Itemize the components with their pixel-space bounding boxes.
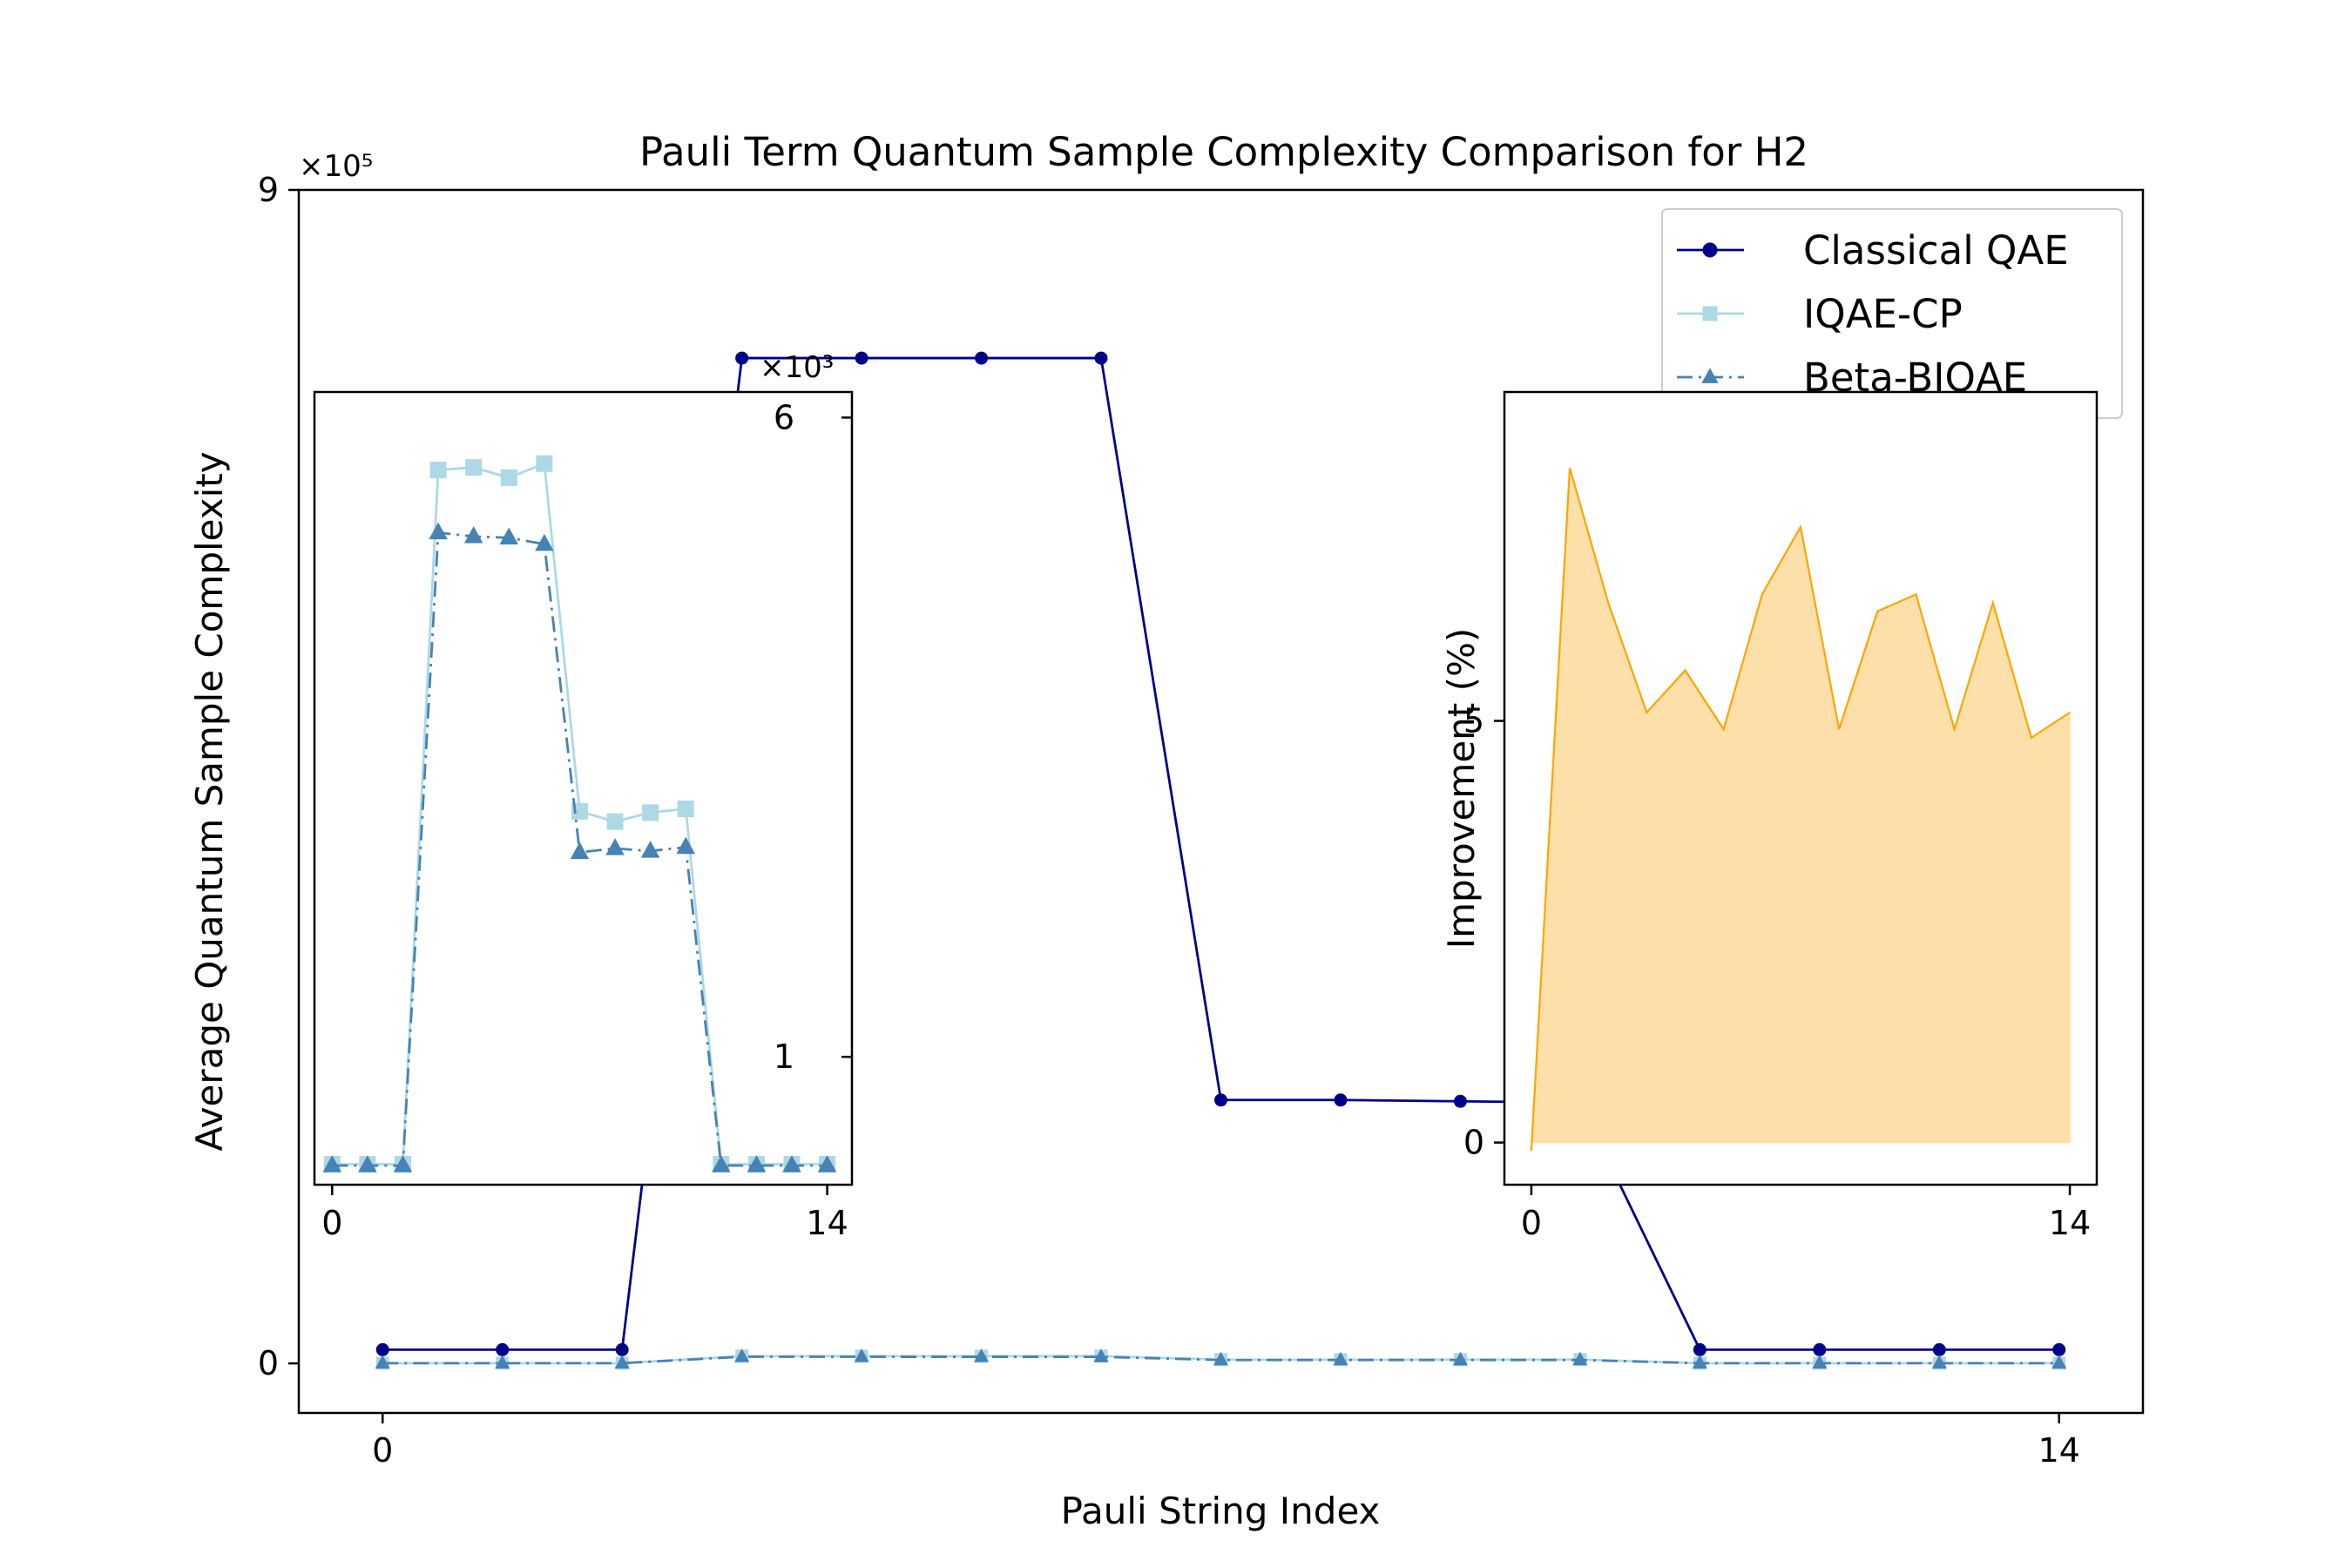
legend-marker xyxy=(1701,368,1719,383)
inset-data-point xyxy=(358,1155,377,1173)
inset-left: ×10³ 0 14 1 6 xyxy=(313,350,854,1242)
inset-data-point xyxy=(782,1155,801,1173)
x-axis-label: Pauli String Index xyxy=(1061,1490,1381,1532)
data-point xyxy=(1213,1351,1229,1366)
data-point xyxy=(975,351,989,365)
inset-data-point xyxy=(606,813,624,830)
inset-data-point xyxy=(463,526,483,544)
inset-left-multiplier: ×10³ xyxy=(760,350,834,385)
data-point xyxy=(375,1342,389,1356)
inset-data-point xyxy=(393,1155,413,1173)
inset-data-point xyxy=(322,1155,342,1173)
data-point xyxy=(1334,1093,1348,1107)
chart-title: Pauli Term Quantum Sample Complexity Com… xyxy=(639,129,1808,175)
data-point xyxy=(2051,1355,2067,1369)
data-point xyxy=(855,351,868,365)
data-point xyxy=(1452,1351,1468,1366)
inset-data-point xyxy=(465,459,483,476)
inset-data-point xyxy=(642,804,659,821)
inset-data-point xyxy=(677,800,694,817)
inset-data-point xyxy=(429,462,447,479)
y-tick-label: 0 xyxy=(258,1344,279,1382)
inset-data-point xyxy=(605,838,625,855)
inset-data-point xyxy=(536,455,553,472)
inset-right-y-axis-label: Improvement (%) xyxy=(1440,628,1483,950)
inset-left-series xyxy=(322,455,837,1173)
inset-data-point xyxy=(640,841,660,858)
data-point xyxy=(1812,1355,1828,1369)
inset-right-series xyxy=(1530,467,2071,1152)
inset-right-y-tick-label: 0 xyxy=(1463,1124,1484,1162)
y-multiplier: ×10⁵ xyxy=(299,149,373,184)
data-point xyxy=(974,1348,990,1362)
data-point xyxy=(1572,1351,1588,1366)
data-point xyxy=(1093,1348,1109,1362)
inset-left-x-tick-label: 14 xyxy=(806,1204,848,1242)
improvement-line xyxy=(1530,467,2071,1152)
inset-left-y-tick-label: 6 xyxy=(774,398,794,436)
data-point xyxy=(495,1355,510,1369)
inset-data-point xyxy=(500,469,517,486)
inset-right-ticks: 0 14 0 5 xyxy=(1463,702,2091,1242)
inset-right-x-tick-label: 0 xyxy=(1521,1204,1542,1242)
inset-right-x-tick-label: 14 xyxy=(2049,1204,2091,1242)
data-point xyxy=(1813,1342,1827,1356)
inset-right: 0 14 0 5 Improvement (%) xyxy=(1440,390,2099,1242)
legend-label: Classical QAE xyxy=(1803,227,2069,274)
series-beta-biqae xyxy=(375,1348,2067,1369)
data-point xyxy=(734,1348,750,1362)
inset-left-y-tick-label: 1 xyxy=(774,1037,794,1076)
data-point xyxy=(1693,1342,1707,1356)
data-point xyxy=(1333,1351,1348,1366)
inset-right-y-tick-label: 5 xyxy=(1463,702,1484,740)
inset-left-ticks: 0 14 1 6 xyxy=(321,398,852,1242)
legend-marker xyxy=(1702,242,1718,258)
main-ticks: 0 14 0 9 xyxy=(258,171,2080,1470)
inset-left-bg xyxy=(313,390,854,1186)
data-point xyxy=(614,1355,630,1369)
y-axis-label: Average Quantum Sample Complexity xyxy=(188,451,231,1151)
inset-data-point xyxy=(429,522,448,540)
data-point xyxy=(1932,1342,1946,1356)
main-plot-frame xyxy=(297,188,2145,1415)
legend-label: IQAE-CP xyxy=(1803,291,1963,337)
inset-data-point xyxy=(676,836,695,855)
data-point xyxy=(496,1342,510,1356)
data-point xyxy=(1094,351,1108,365)
data-point xyxy=(1931,1355,1947,1369)
inset-left-x-tick-label: 0 xyxy=(321,1204,342,1242)
data-point xyxy=(1214,1093,1227,1107)
legend-marker xyxy=(1702,306,1718,321)
data-point xyxy=(2052,1342,2066,1356)
inset-data-point xyxy=(499,527,519,545)
x-tick-label: 14 xyxy=(2038,1431,2080,1470)
main-axes: ×10⁵ Pauli String Index Average Quantum … xyxy=(188,149,2145,1532)
x-tick-label: 0 xyxy=(372,1431,393,1470)
data-point xyxy=(854,1348,869,1362)
y-tick-label: 9 xyxy=(258,171,279,209)
data-point xyxy=(735,351,749,365)
data-point xyxy=(375,1355,390,1369)
inset-data-point xyxy=(747,1155,767,1173)
inset-data-point xyxy=(817,1155,837,1173)
data-point xyxy=(1692,1355,1707,1369)
data-point xyxy=(1453,1094,1467,1108)
inset-data-point xyxy=(712,1155,731,1173)
inset-data-point xyxy=(535,533,554,551)
inset-series-beta-biqae xyxy=(322,522,837,1173)
data-point xyxy=(615,1342,629,1356)
inset-data-point xyxy=(570,841,590,860)
